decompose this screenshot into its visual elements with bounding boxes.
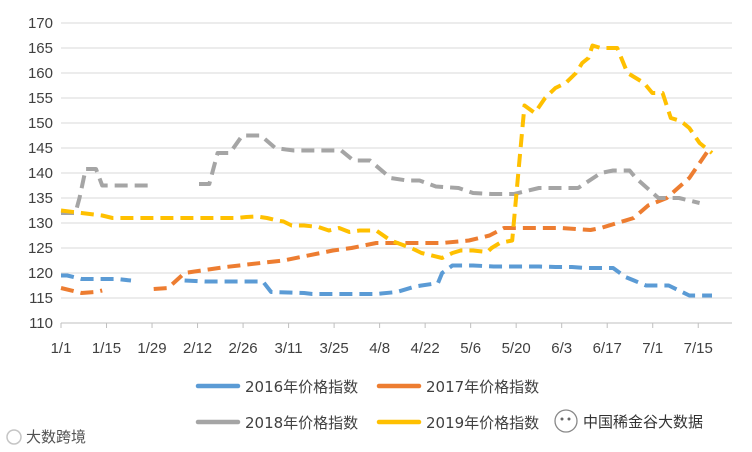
legend-label: 2017年价格指数 [426,378,539,396]
legend-item-2019: 2019年价格指数 [376,414,539,432]
x-axis-tick-labels: 1/1 1/15 1/29 2/12 2/26 3/11 3/25 4/8 4/22 5/6 5/2… [51,323,713,357]
series-line-2019 [60,43,714,260]
y-tick-label: 125 [28,240,53,257]
y-tick-label: 170 [28,15,53,32]
y-tick-label: 165 [28,40,53,57]
series-line-2018 [199,133,701,205]
watermark-left: 大数跨境 [6,428,86,446]
y-tick-label: 150 [28,115,53,132]
y-tick-label: 155 [28,90,53,107]
y-tick-label: 130 [28,215,53,232]
x-tick-label: 7/1 [642,340,663,357]
y-tick-label: 120 [28,265,53,282]
x-tick-label: 3/25 [320,340,349,357]
x-tick-label: 5/6 [460,340,481,357]
legend-label: 2018年价格指数 [245,414,358,432]
x-tick-label: 4/8 [369,340,390,357]
series-lines [60,43,714,298]
x-tick-label: 2/12 [183,340,212,357]
x-tick-label: 1/1 [51,340,72,357]
watermark-left-text: 大数跨境 [26,428,86,446]
legend: 2016年价格指数 2017年价格指数 2018年价格指数 2019年价格指数 [195,378,539,432]
y-tick-label: 115 [29,290,53,307]
x-tick-label: 3/11 [275,340,303,357]
series-line-2016 [184,263,712,298]
watermark-logo-icon [6,429,22,445]
x-tick-label: 1/29 [137,340,166,357]
series-line-2017 [153,146,712,291]
x-tick-label: 6/17 [593,340,622,357]
y-tick-label: 160 [28,65,53,82]
y-axis-tick-labels: 110 115 120 125 130 135 140 145 150 155 160 165 170 [28,15,53,332]
watermark-right-text: 中国稀金谷大数据 [583,413,703,431]
y-tick-label: 135 [28,190,53,207]
legend-item-2016: 2016年价格指数 [195,378,358,396]
series-line-2018 [61,167,154,215]
legend-label: 2016年价格指数 [245,378,358,396]
x-tick-label: 1/15 [92,340,121,357]
watermark-right: 中国稀金谷大数据 [554,409,703,433]
y-gridlines [61,22,732,324]
x-tick-label: 5/20 [502,340,531,357]
x-tick-label: 2/26 [228,340,257,357]
x-tick-label: 6/3 [551,340,572,357]
legend-label: 2019年价格指数 [426,414,539,432]
wechat-icon [554,409,578,433]
x-tick-label: 4/22 [411,340,440,357]
series-line-2016 [61,273,132,283]
x-tick-label: 7/15 [684,340,713,357]
y-tick-label: 140 [28,165,53,182]
legend-item-2017: 2017年价格指数 [376,378,539,396]
legend-item-2018: 2018年价格指数 [195,414,358,432]
y-tick-label: 145 [28,140,53,157]
y-tick-label: 110 [29,315,53,332]
series-line-2017 [60,286,103,295]
